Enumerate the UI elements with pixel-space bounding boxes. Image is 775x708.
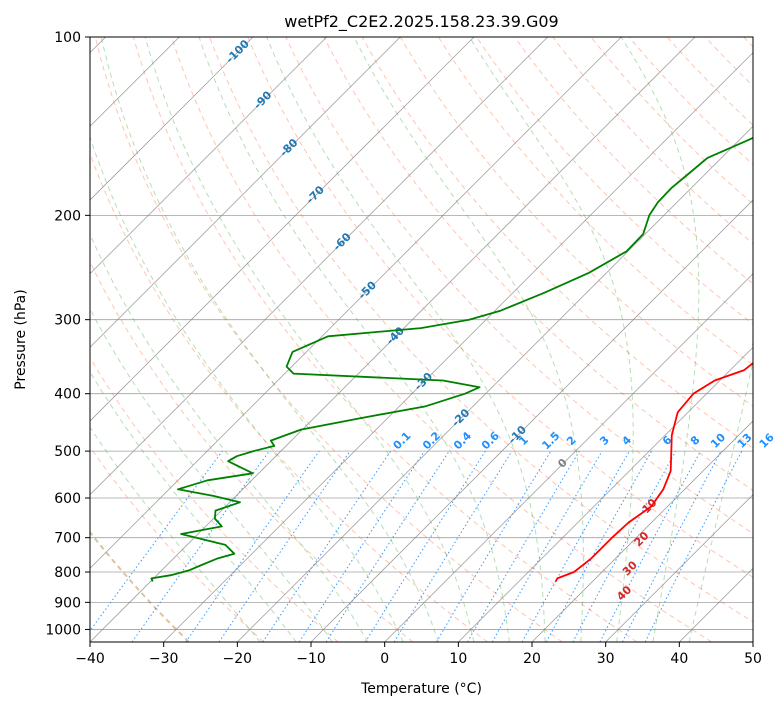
moist-adiabats — [90, 37, 753, 642]
moist-adiabat-line — [90, 135, 404, 642]
mixing-ratio-line — [435, 450, 552, 642]
mixing-ratio-line — [491, 450, 603, 642]
y-tick-label: 500 — [54, 444, 81, 460]
isobars — [90, 37, 753, 630]
x-tick-label: −10 — [296, 651, 326, 667]
isotherm-line — [163, 52, 753, 642]
dry-adiabat-line — [94, 37, 563, 642]
dry-adiabat-line — [323, 37, 753, 491]
mixing-ratio-line — [131, 450, 270, 642]
moist-adiabat-line — [620, 37, 700, 642]
x-axis: −40 −30 −20 −10 0 10 20 30 40 50 — [75, 642, 762, 667]
dry-adiabat-line — [90, 260, 414, 642]
y-tick-label: 1000 — [45, 622, 81, 638]
y-tick-label: 700 — [54, 531, 81, 547]
x-tick-label: 40 — [670, 651, 688, 667]
x-tick-label: −40 — [75, 651, 105, 667]
isotherm-line — [90, 37, 548, 496]
y-tick-label: 100 — [54, 30, 81, 46]
moist-adiabat-line — [100, 37, 439, 642]
isotherm-line — [237, 125, 753, 642]
isotherm-line — [384, 273, 753, 642]
moist-adiabat-line — [266, 37, 546, 642]
mixing-ratio-line — [521, 450, 630, 642]
y-axis-label: Pressure (hPa) — [13, 289, 29, 389]
dry-adiabat-line — [247, 37, 753, 578]
x-tick-label: 50 — [744, 651, 762, 667]
dry-adiabat-line — [90, 356, 339, 642]
y-tick-label: 900 — [54, 595, 81, 611]
y-tick-label: 800 — [54, 565, 81, 581]
mixing-ratio-line — [185, 450, 320, 642]
mixing-ratio-line — [467, 450, 580, 642]
isotherm-line — [90, 37, 696, 642]
moist-adiabat-line — [90, 232, 369, 642]
isotherm-line — [90, 37, 475, 422]
dry-adiabat-line — [90, 530, 190, 642]
moist-adiabat-line — [90, 426, 261, 642]
dry-adiabat-line — [132, 37, 638, 642]
moist-adiabat-line — [144, 37, 475, 642]
temperature-profile — [554, 340, 753, 582]
sounding-series — [150, 136, 753, 582]
isotherm-line — [458, 346, 753, 642]
mixing-ratio-line — [364, 450, 486, 642]
isotherm-line — [90, 37, 327, 275]
mixing-ratio-line — [393, 450, 513, 642]
y-tick-label: 300 — [54, 313, 81, 329]
moist-adiabat-line — [90, 370, 297, 642]
dewpoint-profile — [150, 136, 753, 582]
x-tick-label: 30 — [597, 651, 615, 667]
x-tick-label: −20 — [223, 651, 253, 667]
y-tick-label: 200 — [54, 208, 81, 224]
x-axis-label: Temperature (°C) — [360, 681, 482, 697]
isotherm-line — [90, 37, 401, 348]
isotherm-line — [310, 199, 753, 642]
y-axis: 100 200 300 400 500 600 700 800 900 1000 — [45, 30, 90, 638]
y-tick-label: 600 — [54, 491, 81, 507]
moist-adiabat-line — [353, 37, 584, 642]
y-tick-label: 400 — [54, 387, 81, 403]
mixing-ratio-line — [325, 450, 450, 642]
dry-adiabat-line — [209, 37, 753, 623]
isotherm-line — [605, 494, 753, 642]
dry-adiabat-line — [437, 37, 753, 366]
dry-adiabat-line — [285, 37, 753, 535]
isotherm-line — [531, 420, 753, 642]
x-tick-label: 20 — [523, 651, 541, 667]
mixing-ratio-line — [218, 450, 351, 642]
dry-adiabat-line — [399, 37, 753, 407]
isotherm-line — [90, 37, 254, 201]
x-tick-label: 10 — [449, 651, 467, 667]
plot-frame — [89, 36, 754, 643]
chart-title: wetPf2_C2E2.2025.158.23.39.G09 — [284, 12, 558, 32]
mixing-ratio-line — [572, 450, 677, 642]
x-tick-label: 0 — [380, 651, 389, 667]
x-tick-label: −30 — [149, 651, 179, 667]
